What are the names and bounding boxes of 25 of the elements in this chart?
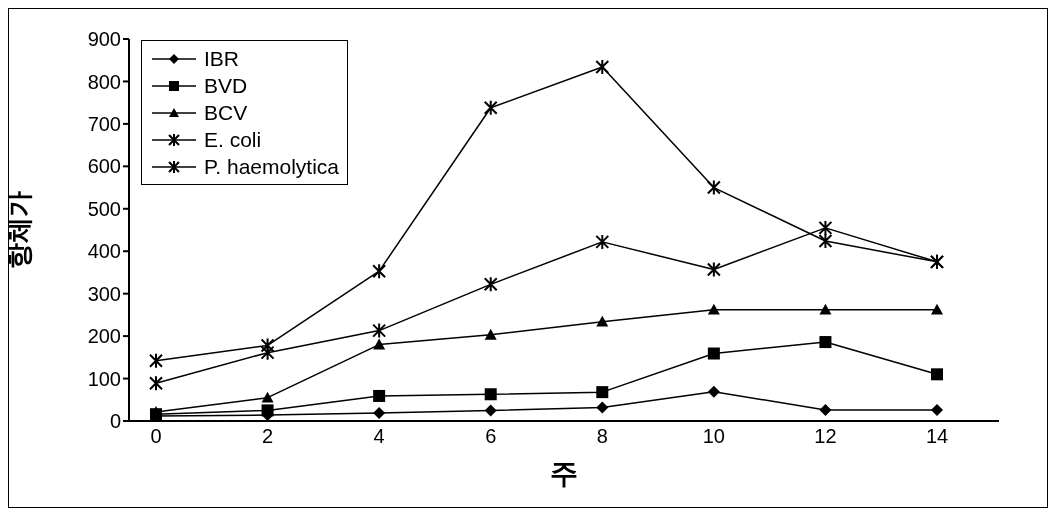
x-tick-label: 10	[702, 425, 725, 448]
y-tick-label: 900	[87, 28, 121, 51]
x-tick-label: 8	[596, 425, 608, 448]
x-tick-label: 2	[262, 425, 274, 448]
x-tick-label: 14	[925, 425, 949, 448]
x-tick-label: 6	[485, 425, 497, 448]
x-axis-title: 주	[550, 458, 578, 489]
legend-label: BCV	[204, 100, 248, 125]
legend-label: IBR	[204, 46, 240, 71]
y-tick-label: 200	[87, 325, 121, 348]
y-tick-label: 300	[87, 282, 121, 305]
legend-label: BVD	[204, 73, 248, 98]
y-tick-label: 0	[109, 410, 121, 433]
y-tick-label: 800	[87, 70, 121, 93]
legend-label: E. coli	[204, 127, 262, 152]
x-tick-label: 0	[150, 425, 162, 448]
y-axis-title: 항체가	[4, 191, 35, 269]
x-tick-label: 4	[373, 425, 385, 448]
y-tick-label: 100	[87, 367, 121, 390]
legend-label: P. haemolytica	[204, 154, 340, 179]
y-tick-label: 700	[87, 112, 121, 135]
y-tick-label: 600	[87, 155, 121, 178]
x-tick-label: 12	[814, 425, 837, 448]
y-tick-label: 400	[87, 240, 121, 263]
y-tick-label: 500	[87, 197, 121, 220]
